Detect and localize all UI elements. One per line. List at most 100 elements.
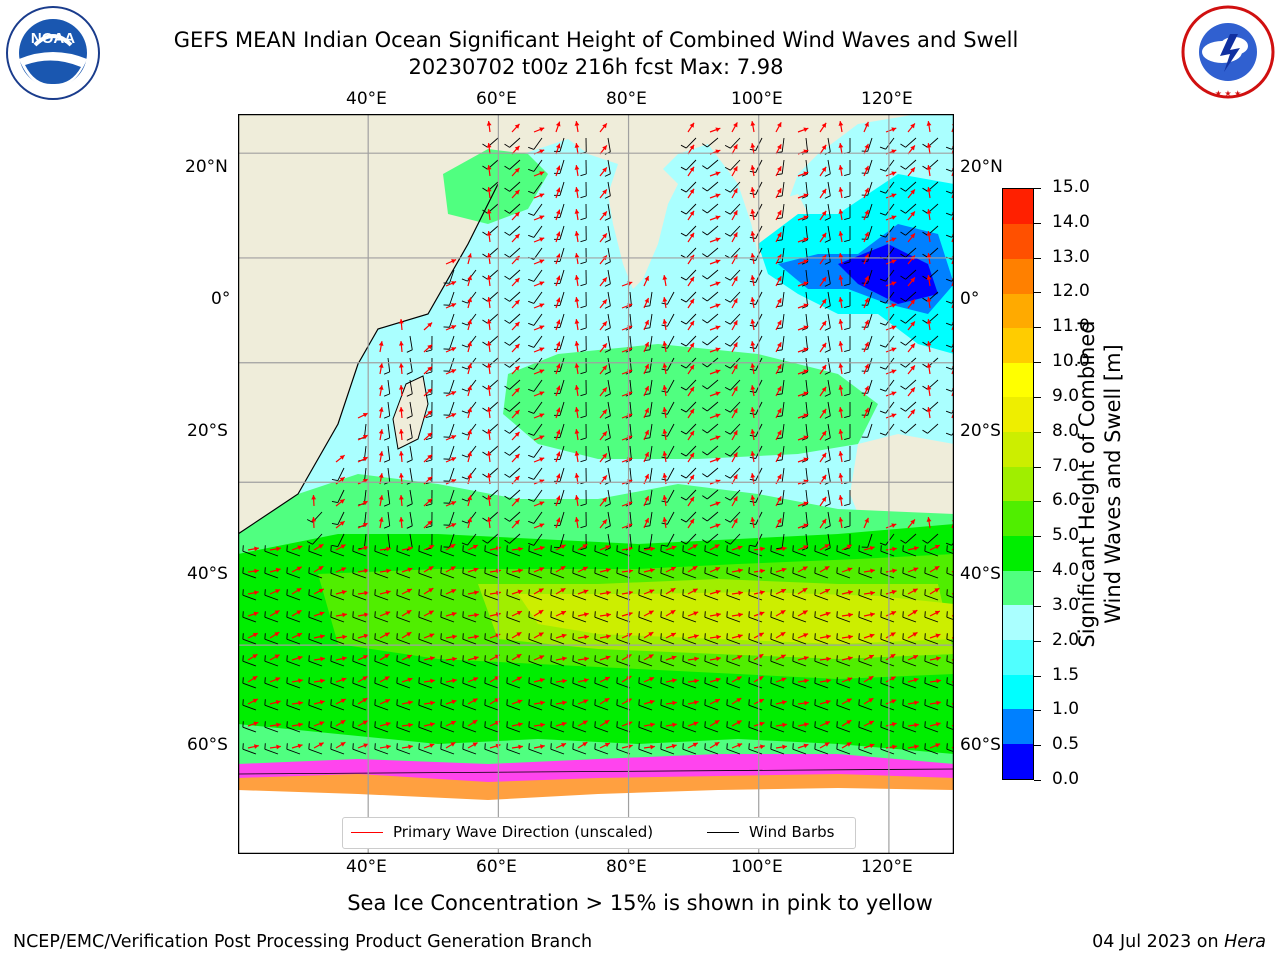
- wind-barb: [726, 550, 741, 557]
- wind-barb: [533, 445, 543, 458]
- colorbar-tick-mark: [1034, 431, 1041, 433]
- wave-direction-arrowhead: [914, 744, 919, 750]
- wind-barb-flag: [461, 278, 468, 282]
- wind-barb: [792, 594, 807, 601]
- lon-label-top-40: 40°E: [346, 89, 387, 109]
- wind-barb: [286, 572, 301, 579]
- wind-barb-flag: [844, 305, 851, 309]
- wind-barb: [726, 572, 741, 579]
- wind-barb: [607, 401, 611, 416]
- wind-barb-flag: [945, 410, 952, 414]
- wind-barb: [836, 616, 851, 623]
- wind-barb: [286, 748, 301, 755]
- wave-direction-arrowhead: [398, 407, 404, 412]
- wind-barb-flag: [900, 165, 906, 170]
- wind-barb: [484, 594, 499, 601]
- wind-barb-flag: [844, 195, 851, 199]
- wave-direction-arrowhead: [385, 721, 391, 727]
- wave-direction-arrowhead: [628, 546, 633, 552]
- lat-label-left-20s: 20°S: [187, 421, 228, 441]
- wind-barb: [242, 660, 257, 667]
- wind-barb-flag: [604, 415, 611, 419]
- wind-barb: [902, 704, 917, 711]
- wave-direction-arrowhead: [838, 231, 844, 236]
- wave-direction-arrowhead: [864, 297, 869, 303]
- wave-direction-arrowhead: [429, 545, 435, 550]
- wave-direction-arrowhead: [539, 127, 545, 132]
- wind-barb: [572, 638, 587, 645]
- wave-direction-arrowhead: [451, 435, 457, 440]
- wind-barb: [885, 313, 895, 326]
- wind-barb: [792, 748, 807, 755]
- wave-direction-arrowhead: [847, 677, 853, 682]
- wave-direction-arrowhead: [848, 612, 853, 618]
- wind-barb-flag: [879, 278, 886, 282]
- wave-direction-arrowhead: [750, 407, 756, 412]
- wave-direction-arrowhead: [864, 209, 869, 215]
- wind-barb: [792, 704, 807, 711]
- wind-barb: [528, 704, 543, 711]
- wind-barb: [559, 379, 565, 394]
- wave-direction-arrowhead: [760, 744, 765, 750]
- wind-barb-flag: [900, 231, 906, 236]
- wave-direction-arrowhead: [926, 187, 932, 192]
- wave-direction-arrowhead: [662, 297, 668, 302]
- wind-barb-flag: [824, 547, 831, 551]
- wind-barb: [462, 704, 477, 711]
- wind-barb: [827, 533, 831, 548]
- wind-barb-flag: [724, 541, 731, 545]
- noaa-logo-text: NOAA: [31, 30, 75, 47]
- wind-barb-flag: [702, 143, 708, 148]
- wave-direction-arrowhead: [733, 188, 738, 194]
- wave-direction-arrowhead: [693, 721, 699, 726]
- wave-direction-arrowhead: [891, 523, 897, 528]
- wind-barb: [616, 682, 631, 689]
- wind-barb-flag: [661, 456, 668, 459]
- wind-barb-flag: [528, 432, 535, 436]
- wind-barb: [805, 445, 809, 460]
- wave-direction-arrowhead: [760, 546, 765, 552]
- wave-direction-arrowhead: [689, 188, 695, 194]
- wind-barb: [667, 291, 675, 305]
- wave-direction-arrowhead: [584, 634, 589, 640]
- wind-barb: [805, 467, 809, 482]
- wind-barb: [550, 660, 565, 667]
- wave-direction-arrowhead: [689, 320, 695, 326]
- wave-direction-arrowhead: [671, 678, 677, 683]
- wave-direction-arrowhead: [538, 610, 544, 615]
- wave-direction-arrowhead: [604, 676, 610, 682]
- wave-direction-arrowhead: [582, 544, 588, 549]
- wind-barb: [418, 748, 433, 755]
- wind-barb: [730, 489, 741, 501]
- wind-barb-flag: [482, 363, 488, 368]
- wind-barb: [449, 401, 455, 416]
- wave-direction-arrowhead: [662, 407, 668, 412]
- wind-barb: [814, 550, 829, 557]
- wind-barb: [550, 704, 565, 711]
- lon-label-bottom-80: 80°E: [606, 857, 647, 877]
- wind-barb: [867, 423, 873, 438]
- wave-direction-arrowhead: [574, 275, 580, 280]
- wind-barb-flag: [680, 430, 687, 435]
- wave-direction-arrowhead: [891, 237, 897, 242]
- wind-barb: [396, 682, 411, 689]
- wind-barb: [533, 225, 543, 238]
- wave-direction-arrowhead: [602, 475, 607, 481]
- wind-barb: [506, 726, 521, 733]
- wave-direction-arrowhead: [644, 341, 649, 347]
- wave-direction-arrowhead: [869, 545, 875, 551]
- wave-direction-arrowhead: [838, 385, 844, 390]
- wind-barb: [509, 401, 521, 412]
- wind-barb: [649, 335, 653, 350]
- wave-direction-arrowhead: [648, 654, 654, 659]
- wind-barb: [337, 489, 345, 503]
- wind-barb: [748, 550, 763, 557]
- wind-barb: [885, 357, 895, 370]
- wind-barb-flag: [482, 407, 488, 412]
- wind-barb: [836, 638, 851, 645]
- wave-direction-arrowhead: [891, 325, 897, 330]
- wave-direction-arrowhead: [777, 166, 782, 172]
- wave-direction-arrowhead: [733, 320, 738, 326]
- wave-direction-arrowhead: [662, 517, 668, 522]
- wave-direction-arrowhead: [689, 408, 695, 414]
